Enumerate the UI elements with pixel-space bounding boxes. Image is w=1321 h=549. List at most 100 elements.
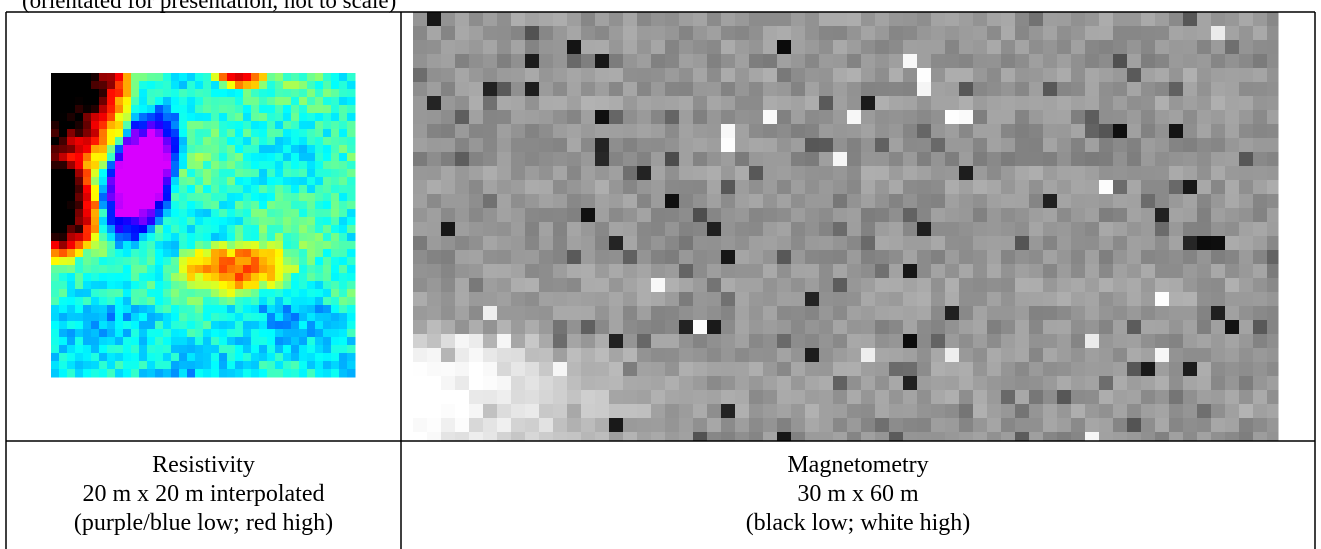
pixel xyxy=(819,236,834,251)
pixel xyxy=(595,12,610,27)
pixel xyxy=(735,138,750,153)
pixel xyxy=(59,361,68,370)
pixel xyxy=(987,152,1002,167)
pixel xyxy=(123,193,132,202)
pixel xyxy=(889,278,904,293)
pixel xyxy=(721,236,736,251)
pixel xyxy=(227,121,236,130)
pixel xyxy=(427,418,442,433)
pixel xyxy=(777,166,792,181)
pixel xyxy=(1113,208,1128,223)
pixel xyxy=(147,137,156,146)
pixel xyxy=(819,306,834,321)
pixel xyxy=(553,82,568,97)
pixel xyxy=(91,281,100,290)
pixel xyxy=(427,26,442,41)
pixel xyxy=(1113,166,1128,181)
pixel xyxy=(203,249,212,258)
pixel xyxy=(1197,124,1212,139)
pixel xyxy=(1043,166,1058,181)
pixel xyxy=(1239,362,1254,377)
pixel xyxy=(1225,208,1240,223)
pixel xyxy=(819,320,834,335)
pixel xyxy=(99,297,108,306)
pixel xyxy=(917,124,932,139)
pixel xyxy=(819,376,834,391)
pixel xyxy=(339,257,348,266)
pixel xyxy=(131,225,140,234)
pixel xyxy=(323,161,332,170)
pixel xyxy=(847,40,862,55)
pixel xyxy=(59,353,68,362)
pixel xyxy=(455,390,470,405)
pixel xyxy=(707,194,722,209)
pixel xyxy=(637,264,652,279)
pixel xyxy=(707,404,722,419)
pixel xyxy=(91,113,100,122)
pixel xyxy=(123,217,132,226)
pixel xyxy=(469,236,484,251)
pixel xyxy=(51,225,60,234)
pixel xyxy=(1029,306,1044,321)
pixel xyxy=(623,362,638,377)
pixel xyxy=(1099,264,1114,279)
pixel xyxy=(275,273,284,282)
pixel xyxy=(179,201,188,210)
pixel xyxy=(99,169,108,178)
pixel xyxy=(99,281,108,290)
pixel xyxy=(1015,390,1030,405)
pixel xyxy=(203,313,212,322)
pixel xyxy=(945,54,960,69)
pixel xyxy=(777,40,792,55)
pixel xyxy=(1169,348,1184,363)
pixel xyxy=(861,40,876,55)
pixel xyxy=(1267,418,1279,433)
pixel xyxy=(123,273,132,282)
pixel xyxy=(637,110,652,125)
pixel xyxy=(291,121,300,130)
pixel xyxy=(1057,348,1072,363)
pixel xyxy=(917,40,932,55)
pixel xyxy=(763,68,778,83)
pixel xyxy=(819,180,834,195)
pixel xyxy=(455,222,470,237)
pixel xyxy=(1253,404,1268,419)
pixel xyxy=(179,289,188,298)
pixel xyxy=(219,113,228,122)
pixel xyxy=(609,362,624,377)
pixel xyxy=(1239,264,1254,279)
pixel xyxy=(861,404,876,419)
pixel xyxy=(1141,432,1156,441)
pixel xyxy=(51,297,60,306)
pixel xyxy=(1043,292,1058,307)
pixel xyxy=(889,320,904,335)
pixel xyxy=(131,113,140,122)
pixel xyxy=(1267,320,1279,335)
pixel xyxy=(107,297,116,306)
pixel xyxy=(299,353,308,362)
pixel xyxy=(283,369,292,378)
pixel xyxy=(455,180,470,195)
pixel xyxy=(203,225,212,234)
pixel xyxy=(567,152,582,167)
pixel xyxy=(147,89,156,98)
pixel xyxy=(959,68,974,83)
pixel xyxy=(917,110,932,125)
pixel xyxy=(889,432,904,441)
pixel xyxy=(75,225,84,234)
pixel xyxy=(1071,306,1086,321)
pixel xyxy=(107,89,116,98)
pixel xyxy=(833,124,848,139)
pixel xyxy=(525,376,540,391)
pixel xyxy=(497,264,512,279)
pixel xyxy=(777,208,792,223)
pixel xyxy=(1015,12,1030,27)
pixel xyxy=(1169,292,1184,307)
pixel xyxy=(595,432,610,441)
magnetometry-caption: Magnetometry 30 m x 60 m (black low; whi… xyxy=(401,451,1315,538)
pixel xyxy=(917,334,932,349)
pixel xyxy=(553,390,568,405)
pixel xyxy=(791,26,806,41)
pixel xyxy=(651,68,666,83)
pixel xyxy=(1155,250,1170,265)
